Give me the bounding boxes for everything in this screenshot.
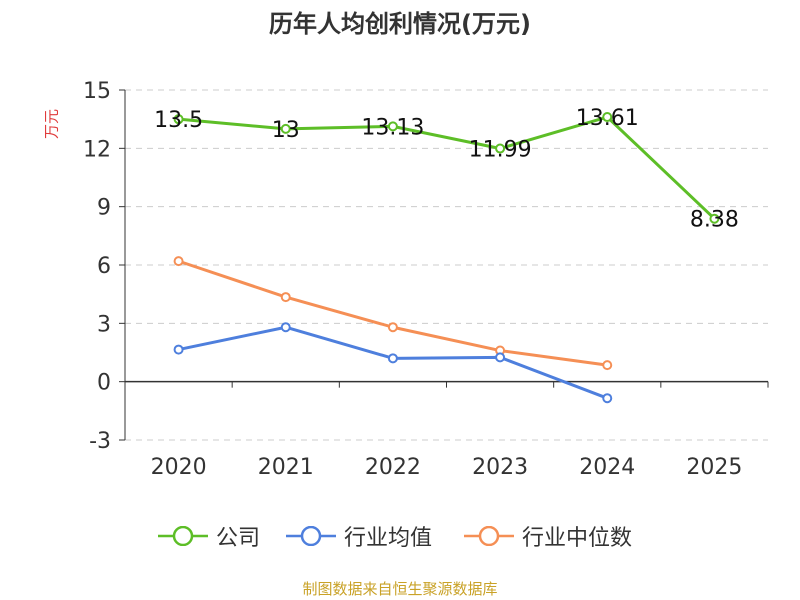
data-point-0 bbox=[280, 123, 291, 134]
legend-label-company: 公司 bbox=[216, 526, 261, 551]
data-point-2 bbox=[173, 256, 184, 267]
legend-marker-company bbox=[158, 526, 208, 546]
legend: 公司 行业均值 行业中位数 bbox=[0, 520, 800, 554]
x-tick-label: 2025 bbox=[686, 455, 742, 480]
data-point-2 bbox=[280, 292, 291, 303]
data-label: 13.61 bbox=[576, 106, 639, 131]
data-point-1 bbox=[602, 393, 613, 404]
data-point-0 bbox=[387, 121, 398, 132]
y-tick-label: 0 bbox=[97, 371, 111, 396]
data-point-1 bbox=[280, 322, 291, 333]
x-tick-label: 2021 bbox=[258, 455, 314, 480]
x-tick-label: 2023 bbox=[472, 455, 528, 480]
source-footer: 制图数据来自恒生聚源数据库 bbox=[302, 580, 498, 598]
y-tick-label: 6 bbox=[97, 254, 111, 279]
data-point-0 bbox=[173, 114, 184, 125]
series-line-0 bbox=[178, 115, 716, 220]
chart-title: 历年人均创利情况(万元) bbox=[269, 10, 531, 38]
data-label: 13.13 bbox=[361, 115, 424, 140]
data-label: 8.38 bbox=[690, 208, 739, 233]
data-point-2 bbox=[387, 322, 398, 333]
y-tick-label: 9 bbox=[97, 196, 111, 221]
y-tick-label: -3 bbox=[89, 429, 111, 454]
data-label: 13.5 bbox=[154, 108, 203, 133]
legend-marker-industry-mean bbox=[286, 526, 336, 546]
data-label: 13 bbox=[272, 118, 300, 143]
data-label: 11.99 bbox=[469, 138, 532, 163]
legend-item-industry-median[interactable]: 行业中位数 bbox=[464, 520, 632, 552]
data-point-1 bbox=[387, 353, 398, 364]
data-point-1 bbox=[173, 344, 184, 355]
x-tick-label: 2024 bbox=[579, 455, 635, 480]
legend-label-industry-median: 行业中位数 bbox=[522, 526, 633, 551]
y-tick-label: 12 bbox=[83, 137, 111, 162]
legend-item-industry-mean[interactable]: 行业均值 bbox=[286, 520, 432, 552]
series-line-2 bbox=[178, 259, 608, 367]
y-tick-label: 15 bbox=[83, 79, 111, 104]
data-point-0 bbox=[709, 213, 720, 224]
data-point-0 bbox=[602, 112, 613, 123]
data-point-0 bbox=[495, 143, 506, 154]
x-tick-label: 2022 bbox=[365, 455, 421, 480]
x-tick-label: 2020 bbox=[151, 455, 207, 480]
legend-label-industry-mean: 行业均值 bbox=[344, 526, 433, 551]
data-point-2 bbox=[602, 360, 613, 371]
y-tick-label: 3 bbox=[97, 312, 111, 337]
legend-item-company[interactable]: 公司 bbox=[158, 520, 260, 552]
legend-marker-industry-median bbox=[464, 526, 514, 546]
data-point-1 bbox=[495, 352, 506, 363]
